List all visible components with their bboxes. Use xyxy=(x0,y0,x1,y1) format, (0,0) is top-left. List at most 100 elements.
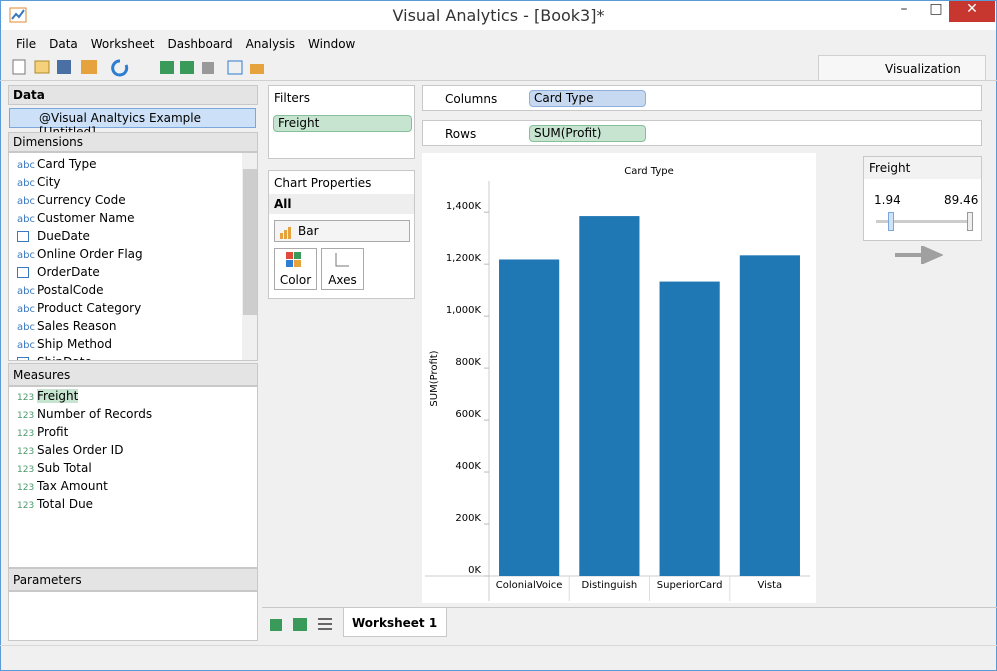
freight-min: 1.94 xyxy=(874,193,901,207)
dimension-item[interactable]: abc Ship Method xyxy=(17,335,112,353)
mark-type-dropdown[interactable]: Bar xyxy=(274,220,410,242)
data-header: Data xyxy=(8,85,258,105)
field-name: Sales Order ID xyxy=(37,443,124,457)
x-tick-label: Distinguish xyxy=(582,580,638,591)
columns-pill[interactable]: Card Type xyxy=(529,90,646,107)
type-label: 123 xyxy=(17,429,35,439)
y-tick-label: 0K xyxy=(468,565,481,576)
dimension-item[interactable]: abc City xyxy=(17,173,61,191)
bar xyxy=(739,255,800,576)
app-icon xyxy=(9,7,27,23)
field-name: Sub Total xyxy=(37,461,92,475)
menu-item[interactable]: Dashboard xyxy=(167,37,233,51)
menu-item[interactable]: Analysis xyxy=(245,37,296,51)
freight-filter-title: Freight xyxy=(864,157,981,179)
rows-label: Rows xyxy=(445,127,477,141)
type-label: abc xyxy=(17,214,35,225)
dimensions-list: abc Card Type abc City abc Currency Code abc Cu… xyxy=(8,152,258,361)
scrollbar[interactable] xyxy=(242,153,257,360)
dimension-item[interactable]: abc Card Type xyxy=(17,155,96,173)
type-label: abc xyxy=(17,196,35,207)
dimension-item[interactable]: OrderDate xyxy=(17,263,100,281)
field-name: Product Category xyxy=(37,301,142,315)
y-tick-label: 800K xyxy=(455,357,481,368)
date-icon xyxy=(17,357,29,360)
field-name: Customer Name xyxy=(37,211,135,225)
worksheet-tab[interactable]: Worksheet 1 xyxy=(343,608,447,637)
bar-icon xyxy=(280,227,291,239)
y-tick-label: 200K xyxy=(455,513,481,524)
measure-item[interactable]: 123 Profit xyxy=(17,423,68,441)
date-icon xyxy=(17,231,29,242)
y-tick-label: 600K xyxy=(455,409,481,420)
dimension-item[interactable]: abc Sales Reason xyxy=(17,317,117,335)
columns-label: Columns xyxy=(445,92,498,106)
type-label: abc xyxy=(17,322,35,333)
dimension-item[interactable]: ShipDate xyxy=(17,353,92,360)
menu-item[interactable]: Worksheet xyxy=(90,37,155,51)
bar xyxy=(659,281,720,576)
type-label: 123 xyxy=(17,447,35,457)
axes-button[interactable]: Axes xyxy=(321,248,364,290)
y-tick-label: 1,200K xyxy=(446,253,482,264)
visualization-tab[interactable]: Visualization xyxy=(818,55,986,81)
close-button[interactable]: ✕ xyxy=(949,1,995,22)
status-bar xyxy=(0,645,997,646)
title-bar: Visual Analytics - [Book3]* – □ ✕ xyxy=(1,1,996,30)
field-name: PostalCode xyxy=(37,283,104,297)
chart-title: Card Type xyxy=(624,166,674,177)
type-label: abc xyxy=(17,286,35,297)
y-tick-label: 1,400K xyxy=(446,201,482,212)
dimension-item[interactable]: abc Customer Name xyxy=(17,209,135,227)
dimension-item[interactable]: abc Product Category xyxy=(17,299,141,317)
measure-item[interactable]: 123 Tax Amount xyxy=(17,477,108,495)
menu-item[interactable]: File xyxy=(16,37,37,51)
minimize-button[interactable]: – xyxy=(900,1,908,17)
type-label: 123 xyxy=(17,501,35,511)
maximize-button[interactable]: □ xyxy=(929,1,943,17)
field-name: Ship Method xyxy=(37,337,112,351)
measure-item[interactable]: 123 Total Due xyxy=(17,495,93,513)
dimensions-header: Dimensions xyxy=(8,132,258,152)
dimension-item[interactable]: abc Online Order Flag xyxy=(17,245,143,263)
columns-shelf: Columns Card Type xyxy=(422,85,982,111)
rows-shelf: Rows SUM(Profit) xyxy=(422,120,982,146)
menu-item[interactable]: Data xyxy=(49,37,78,51)
type-label: abc xyxy=(17,178,35,189)
type-label: abc xyxy=(17,160,35,171)
parameters-list xyxy=(8,591,258,641)
x-tick-label: SuperiorCard xyxy=(657,580,723,591)
freight-filter-card: Freight 1.94 89.46 xyxy=(863,156,982,241)
field-name: Currency Code xyxy=(37,193,126,207)
field-name: Online Order Flag xyxy=(37,247,143,261)
slider-max-handle[interactable] xyxy=(967,212,973,231)
chart-properties-title: Chart Properties xyxy=(274,176,372,190)
measure-item[interactable]: 123 Sub Total xyxy=(17,459,92,477)
freight-max: 89.46 xyxy=(944,193,979,207)
toolbar xyxy=(12,59,264,77)
filter-pill[interactable]: Freight xyxy=(273,115,412,132)
type-label: 123 xyxy=(17,483,35,493)
measure-item[interactable]: 123 Sales Order ID xyxy=(17,441,123,459)
y-tick-label: 1,000K xyxy=(446,305,482,316)
y-tick-label: 400K xyxy=(455,461,481,472)
measure-item[interactable]: 123 Freight xyxy=(17,387,79,405)
field-name: Profit xyxy=(37,425,69,439)
field-name: Total Due xyxy=(37,497,94,511)
field-name: Number of Records xyxy=(37,407,153,421)
measure-item[interactable]: 123 Number of Records xyxy=(17,405,152,423)
slider-min-handle[interactable] xyxy=(888,212,894,231)
dimension-item[interactable]: DueDate xyxy=(17,227,90,245)
rows-pill[interactable]: SUM(Profit) xyxy=(529,125,646,142)
type-label: abc xyxy=(17,250,35,261)
menu-item[interactable]: Window xyxy=(308,37,356,51)
dimension-item[interactable]: abc PostalCode xyxy=(17,281,104,299)
arrow-graphic xyxy=(895,246,943,264)
measures-header: Measures xyxy=(8,363,258,386)
data-source[interactable]: @Visual Analtyics Example [Untitled] xyxy=(9,108,256,139)
dimension-item[interactable]: abc Currency Code xyxy=(17,191,126,209)
sheet-buttons[interactable] xyxy=(268,615,338,633)
parameters-header: Parameters xyxy=(8,568,258,591)
chart-properties-panel: Chart Properties All Bar Color Axes xyxy=(268,170,415,299)
